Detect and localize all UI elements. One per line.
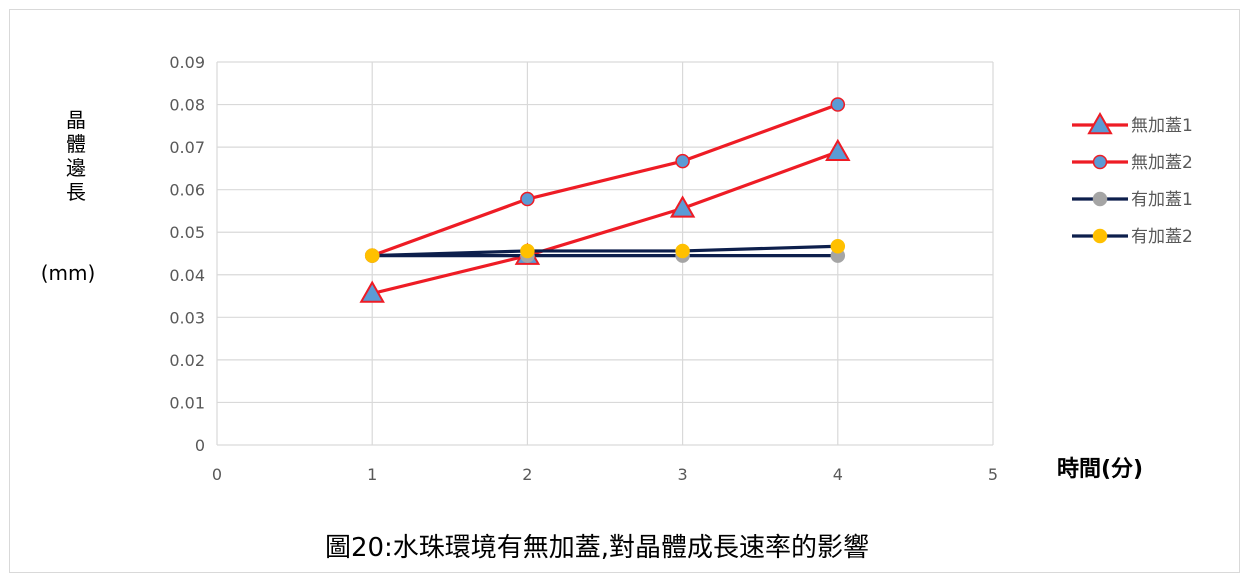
data-point-series-2 bbox=[830, 97, 846, 112]
data-point-series-4 bbox=[364, 248, 380, 263]
x-tick-label: 5 bbox=[988, 465, 998, 484]
y-tick-labels: 0 0.01 0.02 0.03 0.04 0.05 0.06 0.07 0.08 0.09 bbox=[169, 53, 205, 455]
x-tick-label: 4 bbox=[833, 465, 843, 484]
data-point-series-4 bbox=[520, 243, 535, 259]
grid-lines bbox=[216, 61, 994, 446]
y-tick-label: 0 bbox=[195, 436, 205, 455]
y-axis-label-char: 體 bbox=[66, 132, 86, 156]
legend-label: 有加蓋1 bbox=[1131, 190, 1193, 210]
data-point-series-2 bbox=[675, 153, 690, 169]
y-tick-label: 0.05 bbox=[169, 223, 205, 242]
legend: 無加蓋1 無加蓋2 有加蓋1 有加蓋2 bbox=[1072, 111, 1193, 247]
data-point-series-2 bbox=[520, 191, 535, 207]
legend-item: 無加蓋2 bbox=[1072, 153, 1193, 173]
x-tick-label: 1 bbox=[367, 465, 377, 484]
legend-marker bbox=[1092, 228, 1108, 244]
series-layer bbox=[371, 103, 839, 296]
x-tick-label: 2 bbox=[522, 465, 532, 484]
data-point-series-4 bbox=[675, 243, 690, 259]
line-chart: 0 0.01 0.02 0.03 0.04 0.05 0.06 0.07 0.08 0.09 0 1… bbox=[41, 53, 1193, 563]
data-point-series-1 bbox=[825, 138, 851, 162]
x-tick-labels: 0 1 2 3 4 5 bbox=[212, 465, 998, 484]
legend-label: 無加蓋2 bbox=[1131, 153, 1193, 173]
legend-item: 有加蓋2 bbox=[1072, 227, 1193, 247]
marker-layer bbox=[359, 97, 851, 303]
legend-item: 無加蓋1 bbox=[1072, 111, 1193, 136]
x-axis-title: 時間(分) bbox=[1057, 457, 1143, 482]
y-axis-label-char: 晶 bbox=[66, 108, 86, 132]
data-point-series-1 bbox=[669, 195, 696, 218]
data-point-series-1 bbox=[359, 280, 385, 303]
y-tick-label: 0.02 bbox=[169, 351, 205, 370]
legend-label: 無加蓋1 bbox=[1131, 116, 1193, 136]
x-tick-label: 3 bbox=[678, 465, 688, 484]
chart-title: 圖20:水珠環境有無加蓋,對晶體成長速率的影響 bbox=[325, 533, 869, 563]
y-tick-label: 0.09 bbox=[169, 53, 205, 72]
legend-item: 有加蓋1 bbox=[1072, 190, 1193, 210]
series-line-1 bbox=[371, 150, 839, 296]
chart-frame: 0 0.01 0.02 0.03 0.04 0.05 0.06 0.07 0.08 0.09 0 1… bbox=[9, 9, 1240, 573]
y-axis-label-char: 邊 bbox=[66, 156, 86, 180]
y-tick-label: 0.08 bbox=[169, 96, 205, 115]
data-point-series-4 bbox=[830, 239, 846, 254]
legend-marker bbox=[1092, 191, 1108, 207]
y-tick-label: 0.06 bbox=[169, 181, 205, 200]
y-tick-label: 0.01 bbox=[169, 393, 205, 412]
legend-marker bbox=[1087, 111, 1113, 135]
series-line-2 bbox=[371, 103, 839, 258]
y-axis-title: 晶 體 邊 長 (mm) bbox=[41, 108, 96, 285]
x-tick-label: 0 bbox=[212, 465, 222, 484]
y-tick-label: 0.07 bbox=[169, 138, 205, 157]
legend-marker bbox=[1092, 154, 1108, 170]
y-tick-label: 0.03 bbox=[169, 308, 205, 327]
y-axis-label-char: 長 bbox=[66, 180, 86, 204]
legend-label: 有加蓋2 bbox=[1131, 227, 1193, 247]
y-axis-unit: (mm) bbox=[41, 261, 96, 285]
y-tick-label: 0.04 bbox=[169, 266, 205, 285]
series-line-4 bbox=[372, 244, 838, 258]
